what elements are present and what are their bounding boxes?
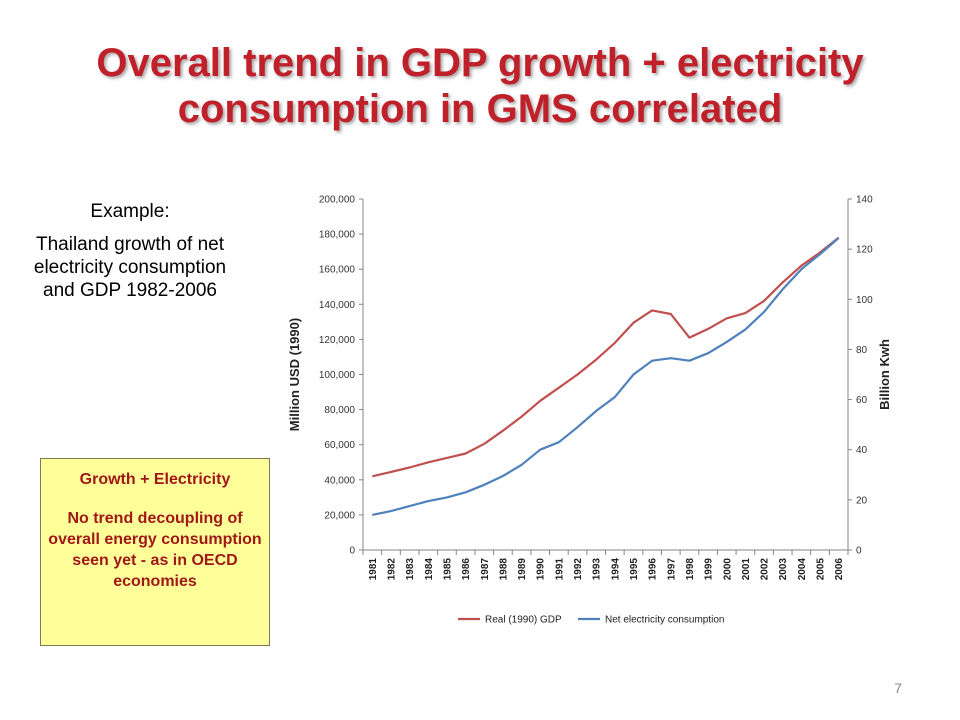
y-tick-label-left: 60,000 [324,440,355,451]
x-tick-label: 1994 [610,558,621,581]
x-tick-label: 1987 [480,558,491,581]
title-line-1: Overall trend in GDP growth + electricit… [96,41,864,85]
x-tick-label: 1990 [536,558,547,581]
x-tick-label: 1982 [386,558,397,581]
y-tick-label-left: 120,000 [319,335,356,346]
electricity-series-line [372,237,840,516]
x-tick-label: 1983 [405,558,416,581]
x-tick-label: 2000 [722,558,733,581]
y-tick-label-left: 0 [349,546,355,557]
y-tick-label-left: 20,000 [324,510,355,521]
y-tick-label-right: 140 [856,195,873,206]
chart-area: 0 20,000 40,000 60,000 80,000 100,000 120,000 1… [283,185,903,635]
y-tick-label-left: 160,000 [319,265,356,276]
callout-body: No trend decoupling of overall energy co… [48,510,262,590]
y-tick-label-left: 40,000 [324,475,355,486]
x-tick-label: 1986 [461,558,472,581]
x-tick-label: 2004 [797,558,808,581]
y-tick-label-right: 60 [856,395,868,406]
callout-heading: Growth + Electricity [79,471,231,488]
y-tick-label-left: 100,000 [319,370,356,381]
x-tick-label: 1996 [648,558,659,581]
x-tick-label: 1984 [424,558,435,581]
x-tick-label: 1995 [629,558,640,581]
x-tick-label: 2006 [834,558,845,581]
x-tick-label: 1988 [498,558,509,581]
line-chart: 0 20,000 40,000 60,000 80,000 100,000 120,000 1… [287,195,892,626]
x-tick-label: 2002 [760,558,771,581]
example-description: Example: Thailand growth of net electric… [30,200,230,302]
y-tick-label-right: 40 [856,445,868,456]
title-line-2: consumption in GMS correlated [177,87,783,131]
x-tick-label: 1992 [573,558,584,581]
example-body: Thailand growth of net electricity consu… [33,234,227,301]
page-number: 7 [894,680,902,696]
x-tick-label: 1998 [685,558,696,581]
x-tick-label: 1993 [592,558,603,581]
legend-label-gdp: Real (1990) GDP [485,615,562,626]
y-tick-label-right: 100 [856,295,873,306]
x-tick-label: 1997 [666,558,677,581]
callout-box: Growth + Electricity No trend decoupling… [40,458,270,646]
x-tick-label: 2005 [816,558,827,581]
y-tick-label-left: 180,000 [319,230,356,241]
y-tick-label-left: 200,000 [319,195,356,206]
x-tick-label: 2003 [778,558,789,581]
y-tick-label-right: 120 [856,245,873,256]
y-tick-label-right: 80 [856,345,868,356]
y-tick-label-right: 0 [856,546,862,557]
y-tick-label-left: 140,000 [319,300,356,311]
y-axis-title-right: Billion Kwh [877,339,892,410]
slide-title: Overall trend in GDP growth + electricit… [40,40,920,132]
x-tick-label: 1985 [442,558,453,581]
x-tick-label: 1999 [704,558,715,581]
y-axis-title-left: Million USD (1990) [287,318,302,431]
y-tick-label-right: 20 [856,495,868,506]
x-tick-label: 1981 [368,558,379,581]
y-tick-label-left: 80,000 [324,405,355,416]
gdp-series-line [372,236,840,478]
x-tick-label: 1989 [517,558,528,581]
x-tick-label: 1991 [554,558,565,581]
legend-label-electricity: Net electricity consumption [605,615,725,626]
example-label: Example: [90,201,170,222]
x-tick-label: 2001 [741,558,752,581]
